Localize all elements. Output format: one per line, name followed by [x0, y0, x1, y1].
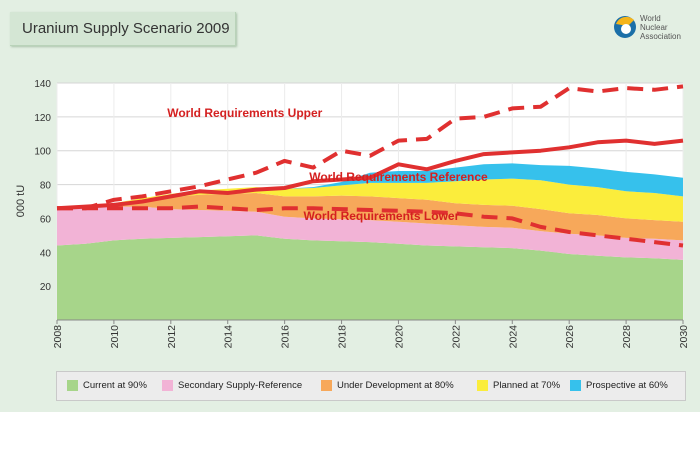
title-box: Uranium Supply Scenario 2009 [10, 12, 236, 46]
legend-label: Planned at 70% [493, 380, 561, 391]
chart: 20 40 60 80 100 120 140 2008 2010 2012 2014 2016 201… [15, 79, 690, 348]
area-series-0 [57, 235, 683, 320]
y-tick-label: 60 [40, 214, 52, 225]
legend-item: Planned at 70% [477, 380, 560, 392]
x-tick-label: 2014 [223, 325, 235, 349]
y-tick-label: 80 [40, 181, 52, 192]
x-tick-label: 2008 [52, 325, 64, 349]
legend-swatch [321, 380, 332, 391]
area-series-2 [57, 193, 683, 241]
legend-item: Prospective at 60% [570, 380, 668, 392]
area-series-4 [57, 163, 683, 210]
area-series-1 [57, 206, 683, 260]
y-tick-label: 40 [40, 248, 52, 259]
legend-label: Secondary Supply-Reference [178, 380, 303, 391]
line-series-2 [57, 204, 684, 248]
x-tick-label: 2018 [337, 325, 349, 349]
x-tick-label: 2012 [166, 325, 178, 349]
legend-swatch [477, 380, 488, 391]
annotation-label: World Requirements Reference [309, 170, 488, 184]
legend-label: Prospective at 60% [586, 380, 668, 391]
x-tick-label: 2010 [109, 325, 121, 349]
requirement-lines [56, 84, 684, 248]
legend-swatch [570, 380, 581, 391]
legend-item: Secondary Supply-Reference [162, 380, 302, 392]
x-tick-label: 2016 [280, 325, 292, 349]
logo-text: World Nuclear Association [640, 14, 681, 41]
legend-swatch [162, 380, 173, 391]
legend-item: Under Development at 80% [321, 380, 454, 392]
legend: Current at 90% Secondary Supply-Reference… [56, 371, 686, 401]
logo-line-3: Association [640, 32, 681, 41]
logo-line-1: World [640, 14, 661, 23]
y-tick-label: 20 [40, 282, 52, 293]
legend-label: Current at 90% [83, 380, 147, 391]
wna-logo: World Nuclear Association [610, 12, 695, 52]
line-series-0 [57, 84, 684, 211]
page-title: Uranium Supply Scenario 2009 [22, 20, 230, 37]
logo-line-2: Nuclear [640, 23, 668, 32]
y-axis-label: 000 tU [15, 185, 27, 217]
axes: 20 40 60 80 100 120 140 2008 2010 2012 2014 2016 201… [15, 79, 690, 348]
line-series-1 [56, 138, 684, 211]
globe-icon [614, 16, 636, 38]
legend-label: Under Development at 80% [337, 380, 454, 391]
y-tick-label: 100 [34, 147, 51, 158]
legend-item: Current at 90% [67, 380, 147, 392]
x-tick-label: 2024 [507, 325, 519, 349]
x-tick-label: 2028 [621, 325, 633, 349]
annotations: World Requirements Upper World Requiremen… [167, 106, 488, 223]
y-tick-label: 120 [34, 113, 51, 124]
annotation-label: World Requirements Upper [167, 106, 322, 120]
x-tick-label: 2020 [393, 325, 405, 349]
x-tick-label: 2026 [564, 325, 576, 349]
x-tick-label: 2022 [450, 325, 462, 349]
annotation-label: World Requirements Lower [303, 209, 459, 223]
area-series-3 [57, 178, 683, 222]
stacked-areas [57, 163, 683, 320]
y-tick-label: 140 [34, 79, 51, 90]
legend-swatch [67, 380, 78, 391]
x-tick-label: 2030 [678, 325, 690, 349]
